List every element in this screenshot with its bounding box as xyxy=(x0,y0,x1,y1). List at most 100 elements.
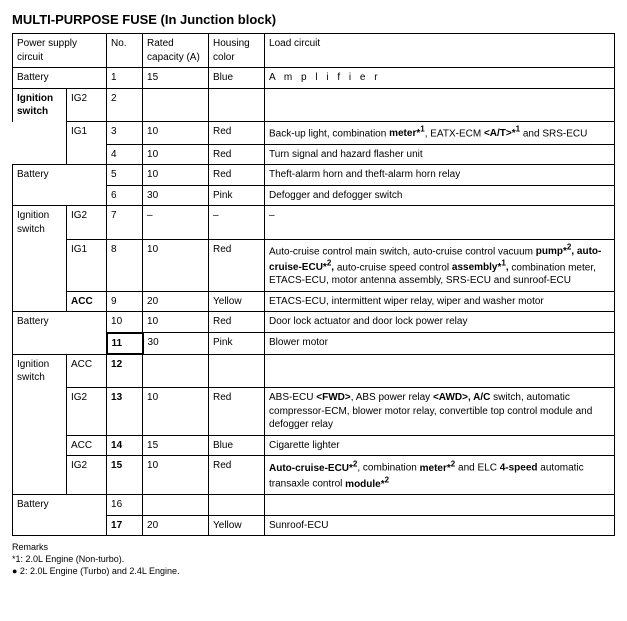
cell-load: ABS-ECU <FWD>, ABS power relay <AWD>, A/… xyxy=(265,388,615,436)
cell-psc xyxy=(13,185,107,206)
cell-psc xyxy=(13,333,107,355)
table-row: ACC 9 20 Yellow ETACS-ECU, intermittent … xyxy=(13,291,615,312)
cell-no: 17 xyxy=(107,515,143,536)
cell-psc: Battery xyxy=(13,312,107,333)
cell-load xyxy=(265,88,615,122)
cell-hc: Red xyxy=(209,239,265,291)
cell-hc: Yellow xyxy=(209,291,265,312)
cell-psc1 xyxy=(13,435,67,456)
cell-load xyxy=(265,495,615,516)
cell-load: Auto-cruise control main switch, auto-cr… xyxy=(265,239,615,291)
cell-load: Back-up light, combination meter*1, EATX… xyxy=(265,122,615,145)
cell-psc2: IG2 xyxy=(67,88,107,122)
cell-psc2: ACC xyxy=(67,354,107,388)
cell-psc1 xyxy=(13,291,67,312)
table-row: ACC 14 15 Blue Cigarette lighter xyxy=(13,435,615,456)
cell-psc2: ACC xyxy=(67,435,107,456)
cell-psc1 xyxy=(13,388,67,436)
cell-psc xyxy=(13,515,107,536)
remarks-line2: ● 2: 2.0L Engine (Turbo) and 2.4L Engine… xyxy=(12,566,615,578)
col-load: Load circuit xyxy=(265,34,615,68)
col-psc: Power supply circuit xyxy=(13,34,107,68)
cell-hc: Red xyxy=(209,388,265,436)
table-row: IG1 3 10 Red Back-up light, combination … xyxy=(13,122,615,145)
col-hc: Housing color xyxy=(209,34,265,68)
table-row: Battery 5 10 Red Theft-alarm horn and th… xyxy=(13,165,615,186)
cell-psc2: IG1 xyxy=(67,239,107,291)
fuse-table: Power supply circuit No. Rated capacity … xyxy=(12,33,615,536)
cell-cap: 15 xyxy=(143,68,209,89)
col-no: No. xyxy=(107,34,143,68)
table-row: Battery 10 10 Red Door lock actuator and… xyxy=(13,312,615,333)
col-cap: Rated capacity (A) xyxy=(143,34,209,68)
cell-load: Door lock actuator and door lock power r… xyxy=(265,312,615,333)
cell-psc: Battery xyxy=(13,68,107,89)
remarks-block: Remarks *1: 2.0L Engine (Non-turbo). ● 2… xyxy=(12,542,615,577)
cell-psc: Battery xyxy=(13,495,107,516)
cell-no: 9 xyxy=(107,291,143,312)
cell-psc2 xyxy=(67,144,107,165)
cell-hc: Blue xyxy=(209,68,265,89)
cell-psc1 xyxy=(13,456,67,495)
table-row: 6 30 Pink Defogger and defogger switch xyxy=(13,185,615,206)
cell-load xyxy=(265,354,615,388)
cell-load: Blower motor xyxy=(265,333,615,355)
cell-psc2: IG2 xyxy=(67,206,107,240)
cell-cap: 10 xyxy=(143,165,209,186)
cell-load: Cigarette lighter xyxy=(265,435,615,456)
cell-cap xyxy=(143,354,209,388)
remarks-label: Remarks xyxy=(12,542,615,554)
table-row: 4 10 Red Turn signal and hazard flasher … xyxy=(13,144,615,165)
cell-hc: Red xyxy=(209,312,265,333)
cell-load: Sunroof-ECU xyxy=(265,515,615,536)
cell-load: Auto-cruise-ECU*2, combination meter*2 a… xyxy=(265,456,615,495)
cell-no: 7 xyxy=(107,206,143,240)
table-row: 17 20 Yellow Sunroof-ECU xyxy=(13,515,615,536)
cell-hc: Yellow xyxy=(209,515,265,536)
cell-hc: Red xyxy=(209,144,265,165)
cell-no: 8 xyxy=(107,239,143,291)
table-row: Ignition switch IG2 7 – – – xyxy=(13,206,615,240)
cell-hc xyxy=(209,354,265,388)
cell-hc: Red xyxy=(209,165,265,186)
cell-psc2: IG2 xyxy=(67,456,107,495)
cell-hc: Red xyxy=(209,456,265,495)
cell-cap: 30 xyxy=(143,333,209,355)
cell-psc1 xyxy=(13,144,67,165)
cell-cap: 20 xyxy=(143,515,209,536)
cell-psc2: ACC xyxy=(67,291,107,312)
cell-no: 14 xyxy=(107,435,143,456)
cell-hc xyxy=(209,495,265,516)
cell-psc1: Ignition switch xyxy=(13,88,67,122)
cell-psc1: Ignition switch xyxy=(13,354,67,388)
table-row: Ignition switch ACC 12 xyxy=(13,354,615,388)
table-header-row: Power supply circuit No. Rated capacity … xyxy=(13,34,615,68)
cell-load: ETACS-ECU, intermittent wiper relay, wip… xyxy=(265,291,615,312)
cell-hc: Pink xyxy=(209,333,265,355)
cell-cap: 10 xyxy=(143,144,209,165)
cell-hc xyxy=(209,88,265,122)
cell-cap xyxy=(143,495,209,516)
table-row: Battery 1 15 Blue A m p l i f i e r xyxy=(13,68,615,89)
cell-cap: 10 xyxy=(143,312,209,333)
cell-cap: 10 xyxy=(143,456,209,495)
table-row: IG1 8 10 Red Auto-cruise control main sw… xyxy=(13,239,615,291)
table-row: IG2 15 10 Red Auto-cruise-ECU*2, combina… xyxy=(13,456,615,495)
cell-hc: Blue xyxy=(209,435,265,456)
table-row: Ignition switch IG2 2 xyxy=(13,88,615,122)
cell-hc: Pink xyxy=(209,185,265,206)
cell-cap: – xyxy=(143,206,209,240)
cell-no: 5 xyxy=(107,165,143,186)
cell-hc: Red xyxy=(209,122,265,145)
cell-no: 12 xyxy=(107,354,143,388)
cell-load: Theft-alarm horn and theft-alarm horn re… xyxy=(265,165,615,186)
page-title: MULTI-PURPOSE FUSE (In Junction block) xyxy=(12,12,615,27)
cell-no: 10 xyxy=(107,312,143,333)
cell-load: – xyxy=(265,206,615,240)
remarks-line1: *1: 2.0L Engine (Non-turbo). xyxy=(12,554,615,566)
cell-hc: – xyxy=(209,206,265,240)
cell-cap: 20 xyxy=(143,291,209,312)
cell-load: Defogger and defogger switch xyxy=(265,185,615,206)
cell-no: 6 xyxy=(107,185,143,206)
cell-load: Turn signal and hazard flasher unit xyxy=(265,144,615,165)
